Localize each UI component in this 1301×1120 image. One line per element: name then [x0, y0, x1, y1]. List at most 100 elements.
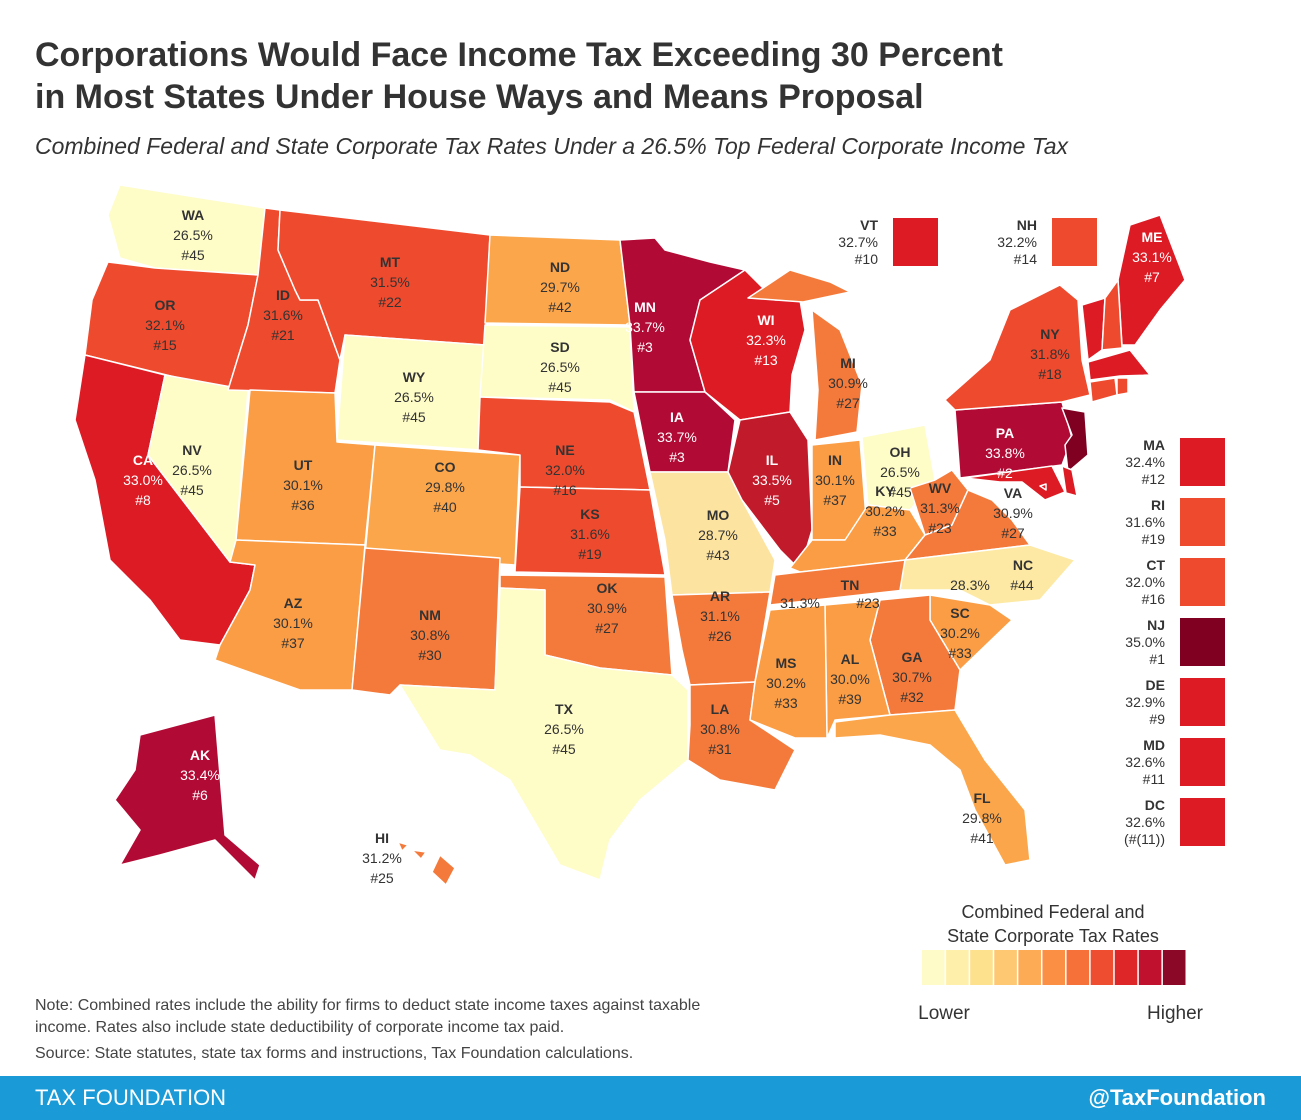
- state-abbr: KS: [580, 506, 599, 522]
- legend-swatch: [1090, 950, 1114, 985]
- state-rank: #45: [548, 379, 572, 395]
- state-abbr: FL: [973, 790, 991, 806]
- state-abbr: CT: [1146, 557, 1165, 573]
- state-rate: 26.5%: [544, 721, 584, 737]
- state: [747, 269, 863, 441]
- state-rank: #27: [595, 620, 619, 636]
- legend: [922, 950, 1186, 985]
- state-rank: #42: [548, 299, 572, 315]
- legend-swatch: [970, 950, 993, 985]
- state: [1116, 377, 1129, 396]
- legend-swatch: [1066, 950, 1090, 985]
- state-abbr: NC: [1013, 557, 1033, 573]
- state-abbr: OK: [597, 580, 618, 596]
- state-rank: #33: [873, 523, 897, 539]
- state-rank: #36: [291, 497, 315, 513]
- state-rank: #27: [1001, 525, 1025, 541]
- states: [74, 184, 1186, 886]
- state: [1061, 465, 1078, 497]
- state-rate: 33.7%: [625, 319, 665, 335]
- state-abbr: SC: [950, 605, 969, 621]
- state: [514, 486, 666, 576]
- state-rate: 28.7%: [698, 527, 738, 543]
- inset-swatch: [1180, 438, 1225, 486]
- state-rank: #13: [754, 352, 778, 368]
- state-rate: 33.8%: [985, 445, 1025, 461]
- state-rank: #45: [180, 482, 204, 498]
- state-rank: #26: [708, 628, 732, 644]
- legend-swatch: [1018, 950, 1041, 985]
- state-rate: 26.5%: [172, 462, 212, 478]
- inset-swatch: [1180, 558, 1225, 606]
- state: [1101, 279, 1123, 351]
- state-abbr: IL: [766, 452, 779, 468]
- state-rank: #22: [378, 294, 402, 310]
- state-rank: #1: [1149, 651, 1165, 667]
- state-abbr: TN: [841, 577, 860, 593]
- state-rank: #45: [552, 741, 576, 757]
- state-rank: #11: [1143, 771, 1166, 787]
- state-rank: #5: [764, 492, 780, 508]
- state-rate: 33.5%: [752, 472, 792, 488]
- state-rate: 30.9%: [587, 600, 627, 616]
- state-abbr: LA: [711, 701, 730, 717]
- state-rate: 30.8%: [700, 721, 740, 737]
- state-abbr: MN: [634, 299, 656, 315]
- state-abbr: RI: [1151, 497, 1165, 513]
- state-abbr: AL: [841, 651, 860, 667]
- state-abbr: WY: [403, 369, 426, 385]
- state-abbr: VA: [1004, 485, 1022, 501]
- state-rate: 30.1%: [283, 477, 323, 493]
- state: [397, 841, 456, 886]
- state-rank: #6: [192, 787, 208, 803]
- state-abbr: AZ: [284, 595, 303, 611]
- state-abbr: DC: [1145, 797, 1165, 813]
- subtitle: Combined Federal and State Corporate Tax…: [35, 133, 1070, 159]
- state-rate: 31.6%: [263, 307, 303, 323]
- state: [1039, 483, 1047, 491]
- state-abbr: ND: [550, 259, 570, 275]
- state-abbr: SD: [550, 339, 569, 355]
- state-rank: #10: [855, 251, 879, 267]
- state-rate: 26.5%: [880, 464, 920, 480]
- state-rate: 30.9%: [828, 375, 868, 391]
- state-rate: 30.8%: [410, 627, 450, 643]
- state-rank: #45: [402, 409, 426, 425]
- state-rate: 30.7%: [892, 669, 932, 685]
- legend-swatch: [922, 950, 945, 985]
- legend-swatch: [1138, 950, 1162, 985]
- state-abbr: IA: [670, 409, 684, 425]
- state-abbr: NY: [1040, 326, 1060, 342]
- inset-swatch: [1180, 618, 1225, 666]
- state-rank: #23: [928, 520, 952, 536]
- state-abbr: MS: [776, 655, 797, 671]
- state-rank: #21: [271, 327, 295, 343]
- state-rate: 26.5%: [173, 227, 213, 243]
- note-line: Note: Combined rates include the ability…: [35, 997, 700, 1014]
- state-abbr: WA: [182, 207, 205, 223]
- state-rank: #9: [1149, 711, 1165, 727]
- state-rank: #3: [637, 339, 653, 355]
- state-rank: #2: [997, 465, 1013, 481]
- state: [633, 391, 736, 473]
- state-rate: 31.5%: [370, 274, 410, 290]
- state-rank: #40: [433, 499, 457, 515]
- state-rate: 31.3%: [780, 595, 820, 611]
- state: [114, 714, 261, 881]
- state-abbr: KY: [875, 483, 895, 499]
- title-line: Corporations Would Face Income Tax Excee…: [35, 36, 1003, 74]
- legend-swatch: [1162, 950, 1186, 985]
- inset-swatch: [1180, 498, 1225, 546]
- state-rank: (#(11)): [1124, 831, 1165, 847]
- legend-swatch: [1042, 950, 1066, 985]
- state-rate: 35.0%: [1125, 634, 1165, 650]
- state-rank: #33: [774, 695, 798, 711]
- state-abbr: CA: [133, 452, 153, 468]
- state-rank: #23: [856, 595, 880, 611]
- state-rank: #15: [153, 337, 177, 353]
- state-rank: #45: [888, 484, 912, 500]
- state-rate: 32.7%: [838, 234, 878, 250]
- state-rate: 31.1%: [700, 608, 740, 624]
- state-abbr: NE: [555, 442, 574, 458]
